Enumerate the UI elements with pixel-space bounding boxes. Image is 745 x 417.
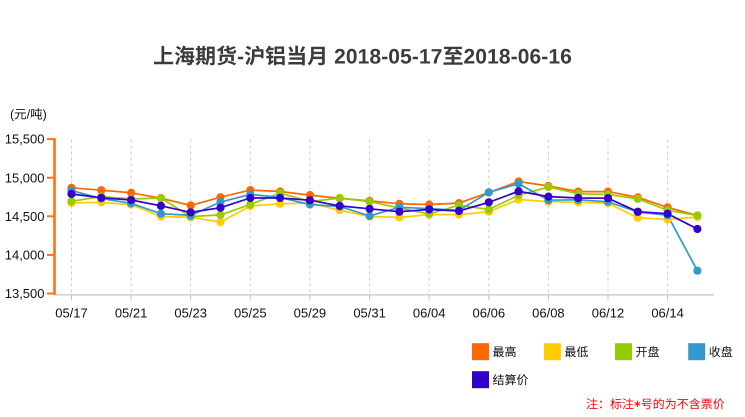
- svg-text:05/23: 05/23: [174, 305, 207, 320]
- svg-text:06/06: 06/06: [473, 305, 506, 320]
- svg-text:15,000: 15,000: [5, 170, 45, 185]
- svg-text:06/08: 06/08: [532, 305, 565, 320]
- svg-text:05/25: 05/25: [234, 305, 267, 320]
- svg-text:05/31: 05/31: [353, 305, 386, 320]
- svg-text:06/12: 06/12: [592, 305, 625, 320]
- svg-text:06/04: 06/04: [413, 305, 446, 320]
- svg-text:05/17: 05/17: [55, 305, 88, 320]
- svg-text:05/21: 05/21: [115, 305, 148, 320]
- svg-text:14,500: 14,500: [5, 209, 45, 224]
- svg-text:05/29: 05/29: [294, 305, 327, 320]
- svg-text:14,000: 14,000: [5, 248, 45, 263]
- svg-text:06/14: 06/14: [651, 305, 684, 320]
- svg-text:13,500: 13,500: [5, 286, 45, 301]
- svg-text:15,500: 15,500: [5, 132, 45, 147]
